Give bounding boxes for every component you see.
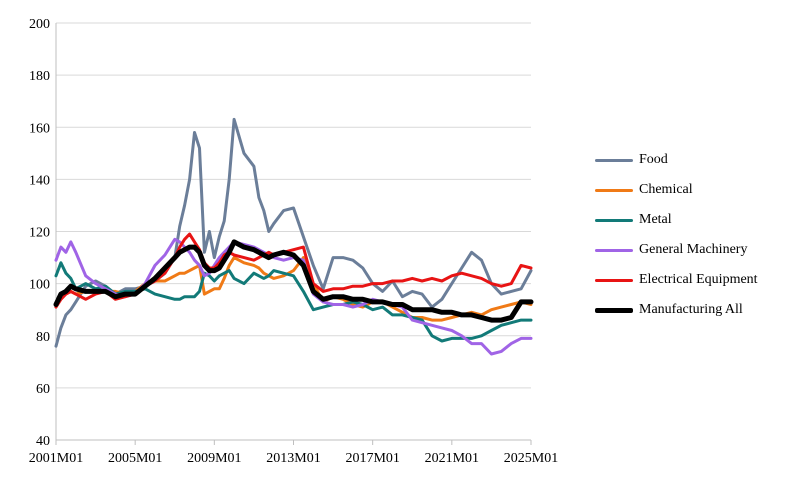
legend-item: General Machinery xyxy=(595,240,747,260)
y-tick-label: 60 xyxy=(36,382,50,397)
legend-label: Chemical xyxy=(639,182,693,197)
y-tick-label: 180 xyxy=(29,69,50,84)
y-tick-label: 120 xyxy=(29,226,50,241)
y-tick-label: 160 xyxy=(29,121,50,136)
legend-item: Electrical Equipment xyxy=(595,270,758,290)
legend-swatch xyxy=(595,248,633,252)
y-tick-label: 200 xyxy=(29,17,50,32)
y-tick-label: 80 xyxy=(36,330,50,345)
legend-item: Manufacturing All xyxy=(595,300,743,320)
series-line-metal xyxy=(54,261,533,343)
y-tick-label: 140 xyxy=(29,173,50,188)
legend-swatch xyxy=(595,278,633,282)
x-tick-label: 2025M01 xyxy=(504,451,558,466)
x-axis-ticks: 2001M01 2005M01 2009M01 2013M01 2017M01 2021M… xyxy=(29,440,558,466)
legend-label: Electrical Equipment xyxy=(639,272,758,287)
legend-swatch xyxy=(595,307,633,313)
x-tick-label: 2005M01 xyxy=(108,451,162,466)
legend-item: Food xyxy=(595,150,668,170)
x-tick-label: 2009M01 xyxy=(187,451,241,466)
x-tick-label: 2017M01 xyxy=(345,451,399,466)
legend-label: General Machinery xyxy=(639,242,748,257)
legend-swatch xyxy=(595,218,633,222)
legend-swatch xyxy=(595,158,633,162)
series-lines xyxy=(53,117,534,356)
legend-swatch xyxy=(595,188,633,192)
series-line-manufacturing-all xyxy=(53,239,534,323)
y-tick-label: 100 xyxy=(29,278,50,293)
y-axis-ticks: 40 60 80 100 120 140 160 180 200 xyxy=(29,17,50,449)
legend-label: Manufacturing All xyxy=(639,302,743,317)
y-tick-label: 40 xyxy=(36,434,50,449)
legend-label: Metal xyxy=(639,212,672,227)
gridlines xyxy=(55,22,531,441)
x-tick-label: 2021M01 xyxy=(425,451,479,466)
legend-item: Chemical xyxy=(595,180,693,200)
x-tick-label: 2001M01 xyxy=(29,451,83,466)
legend-label: Food xyxy=(639,152,668,167)
x-tick-label: 2013M01 xyxy=(266,451,320,466)
series-line-food xyxy=(54,117,533,348)
legend-item: Metal xyxy=(595,210,672,230)
